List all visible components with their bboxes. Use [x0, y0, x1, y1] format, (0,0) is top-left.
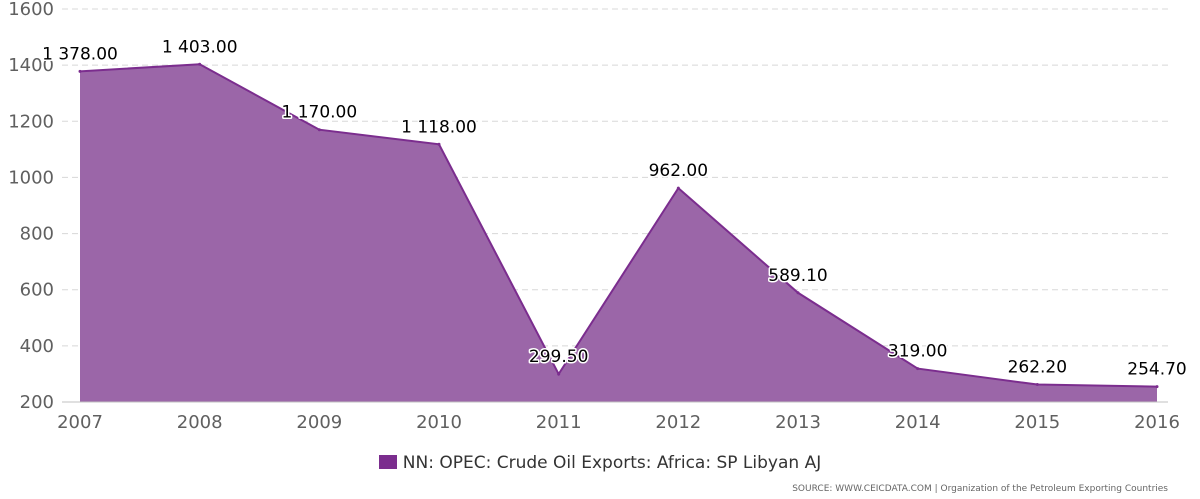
- y-tick-label: 1400: [8, 55, 54, 76]
- data-point[interactable]: [198, 62, 202, 66]
- data-point[interactable]: [317, 128, 321, 132]
- data-point[interactable]: [557, 372, 561, 376]
- data-point[interactable]: [796, 291, 800, 295]
- x-tick-label: 2014: [895, 412, 941, 433]
- y-tick-label: 400: [20, 336, 54, 357]
- data-label: 1 170.00: [281, 103, 357, 123]
- data-label: 319.00: [888, 342, 947, 362]
- legend-swatch: [378, 455, 397, 469]
- data-point[interactable]: [437, 142, 441, 146]
- data-point[interactable]: [676, 186, 680, 190]
- plot-area: [62, 62, 1168, 403]
- y-tick-label: 800: [20, 224, 54, 245]
- x-tick-label: 2015: [1014, 412, 1060, 433]
- data-point[interactable]: [78, 69, 82, 73]
- data-label: 1 118.00: [401, 117, 477, 137]
- y-tick-label: 1600: [8, 0, 54, 20]
- data-point[interactable]: [1035, 383, 1039, 387]
- data-point[interactable]: [916, 367, 920, 371]
- legend-label: NN: OPEC: Crude Oil Exports: Africa: SP …: [402, 453, 822, 473]
- data-label: 299.50: [529, 347, 588, 367]
- y-axis-ticks: 200 400 600 800 1000 1200 1400 1600: [8, 0, 54, 413]
- y-tick-label: 1200: [8, 111, 54, 132]
- y-tick-label: 600: [20, 280, 54, 301]
- x-tick-label: 2013: [775, 412, 821, 433]
- data-point[interactable]: [1155, 385, 1159, 389]
- data-label: 589.10: [768, 266, 827, 286]
- series-line: [79, 63, 1158, 388]
- x-tick-label: 2011: [536, 412, 582, 433]
- x-tick-label: 2007: [57, 412, 103, 433]
- x-tick-label: 2010: [416, 412, 462, 433]
- series-area-fill: [80, 64, 1157, 402]
- data-label: 262.20: [1008, 358, 1067, 378]
- data-label: 1 403.00: [162, 37, 238, 57]
- data-label: 1 378.00: [42, 44, 118, 64]
- x-tick-label: 2012: [655, 412, 701, 433]
- data-labels: 1 378.00 1 403.00 1 170.00 1 118.00 299.50 96…: [41, 36, 1189, 381]
- data-label: 254.70: [1127, 360, 1186, 380]
- x-axis-ticks: 2007 2008 2009 2010 2011 2012 2013 2014 2015 2016: [57, 412, 1180, 433]
- x-tick-label: 2009: [296, 412, 342, 433]
- legend[interactable]: NN: OPEC: Crude Oil Exports: Africa: SP …: [0, 453, 1200, 473]
- y-tick-label: 200: [20, 392, 54, 413]
- x-tick-label: 2008: [177, 412, 223, 433]
- x-tick-label: 2016: [1134, 412, 1180, 433]
- data-label: 962.00: [649, 161, 708, 181]
- source-note: SOURCE: WWW.CEICDATA.COM | Organization …: [792, 484, 1168, 494]
- y-tick-label: 1000: [8, 167, 54, 188]
